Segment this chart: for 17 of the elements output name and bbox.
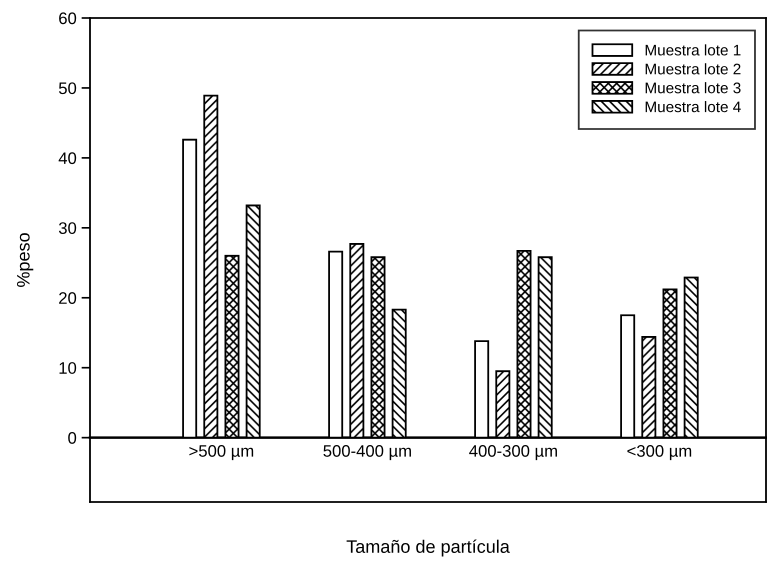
y-tick-label: 0	[68, 432, 76, 444]
y-tick-label: 20	[59, 292, 76, 304]
x-tick-label: <300 µm	[627, 445, 692, 460]
legend-label: Muestra lote 3	[646, 82, 741, 94]
x-tick-label: 500-400 µm	[323, 445, 411, 460]
x-axis-title: Tamaño de partícula	[346, 539, 510, 557]
legend-label: Muestra lote 4	[646, 101, 741, 112]
legend-label: Muestra lote 1	[646, 44, 740, 56]
legend-label: Muestra lote 2	[646, 63, 740, 74]
y-tick-label: 40	[58, 152, 76, 164]
y-axis-title: %peso	[16, 233, 34, 287]
y-tick-label: 10	[60, 362, 76, 374]
x-tick-label: 400-300 µm	[469, 445, 557, 460]
x-tick-label: >500 µm	[189, 445, 254, 460]
y-tick-label: 60	[59, 12, 76, 24]
y-tick-label: 30	[58, 222, 76, 234]
y-tick-label: 50	[58, 82, 76, 94]
